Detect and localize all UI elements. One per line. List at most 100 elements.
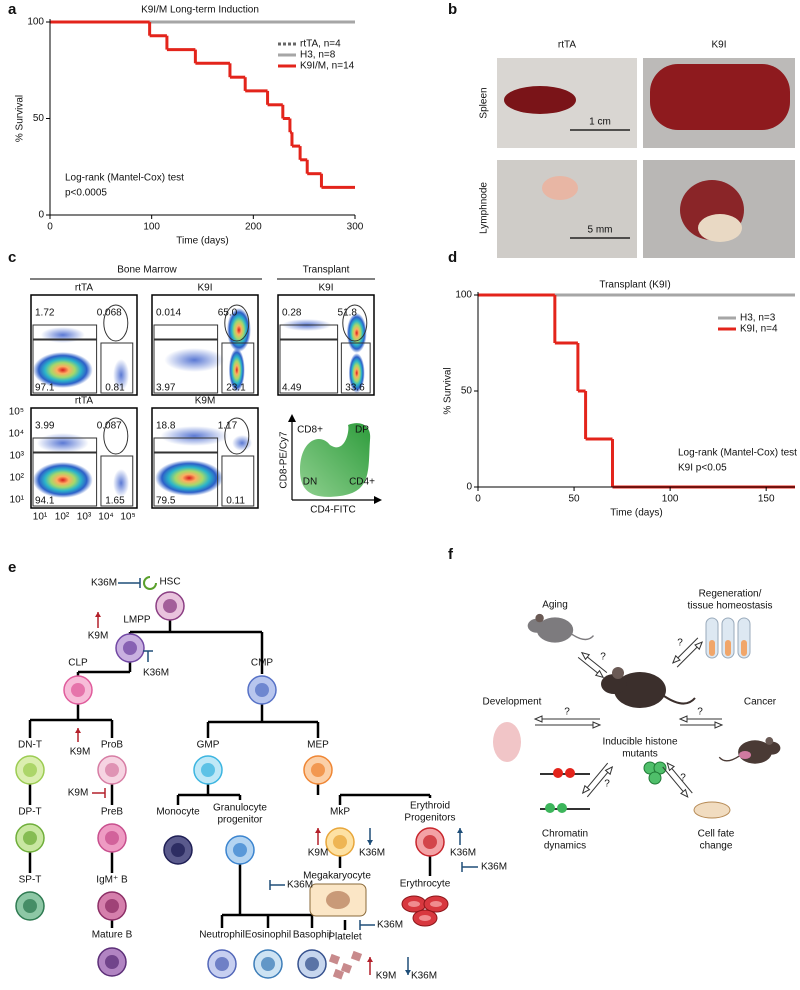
- mouse-body: [536, 617, 574, 643]
- mouse-tail: [571, 633, 595, 641]
- gate-percent: 23.1: [226, 383, 246, 394]
- gate-percent: 1.72: [35, 308, 55, 319]
- gate: [279, 339, 339, 394]
- density: [346, 313, 367, 353]
- question-mark: ?: [680, 773, 686, 784]
- gate-percent: 97.1: [35, 383, 55, 394]
- gate-percent: 51.8: [338, 308, 358, 319]
- legend-label: H3, n=8: [300, 50, 336, 61]
- lymph-node: [698, 214, 742, 242]
- x-tick-label: 300: [347, 222, 364, 233]
- region-label: DN: [303, 477, 317, 488]
- question-mark: ?: [697, 707, 703, 718]
- lymph-node: [542, 176, 578, 200]
- group-label: Bone Marrow: [117, 265, 177, 276]
- nucleosome: [557, 803, 567, 813]
- differentiated-cell: [693, 801, 731, 819]
- gate: [221, 455, 255, 507]
- gate-percent: 4.49: [282, 383, 302, 394]
- gate-percent: 65.0: [218, 308, 238, 319]
- context-label: Development: [483, 697, 542, 708]
- arrow-head: [594, 669, 605, 679]
- density: [160, 426, 229, 446]
- legend-label: rtTA, n=4: [300, 39, 341, 50]
- spleen: [650, 64, 790, 130]
- mouse-ear: [765, 737, 774, 745]
- mouse-tail: [663, 695, 696, 705]
- row-label: Lymphnode: [479, 182, 490, 234]
- axis-tick-label: 10³: [10, 451, 25, 462]
- nucleus: [171, 843, 185, 857]
- panel-label: b: [448, 1, 457, 18]
- nucleus: [71, 683, 85, 697]
- scale-label: 1 cm: [589, 117, 611, 128]
- mouse: [601, 667, 696, 708]
- arrow-head: [581, 784, 591, 795]
- arrow-head: [678, 715, 688, 723]
- plot-title: K9I: [318, 283, 333, 294]
- cell-label: GMP: [197, 740, 220, 751]
- y-tick-label: 100: [27, 17, 44, 28]
- panel-label: a: [8, 1, 17, 18]
- cell-label: Erythroid: [410, 801, 450, 812]
- arrow-head: [457, 828, 463, 833]
- arrow-head: [405, 970, 411, 975]
- nucleosome: [553, 768, 563, 778]
- column-label: K9I: [711, 40, 726, 51]
- self-renewal: [143, 576, 157, 590]
- arrow-head: [580, 651, 591, 661]
- mutant-annotation: K36M: [143, 668, 169, 679]
- mutant-annotation: K36M: [91, 578, 117, 589]
- arrow-head: [694, 641, 704, 651]
- y-axis-label: % Survival: [15, 95, 26, 142]
- nucleosome: [545, 803, 555, 813]
- x-tick-label: 100: [662, 494, 679, 505]
- gate-percent: 3.97: [156, 383, 176, 394]
- y-tick-label: 100: [455, 290, 472, 301]
- x-axis-label: Time (days): [176, 236, 228, 247]
- mutant-annotation: K36M: [411, 971, 437, 982]
- cell-label: Neutrophil: [199, 930, 245, 941]
- axis-tick-label: 10⁴: [98, 512, 113, 523]
- nucleus: [233, 843, 247, 857]
- cell-label: Progenitors: [404, 813, 455, 824]
- gate-percent: 1.65: [105, 496, 125, 507]
- cell-label: Granulocyte: [213, 803, 267, 814]
- x-tick-label: 100: [143, 222, 160, 233]
- y-tick-label: 0: [38, 210, 44, 221]
- nucleus: [105, 955, 119, 969]
- gate-percent: 0.81: [105, 383, 125, 394]
- embryo: [493, 722, 521, 762]
- panel-label: c: [8, 249, 16, 266]
- gate-percent: 1.17: [218, 421, 238, 432]
- gate: [224, 417, 250, 455]
- gate: [342, 304, 368, 342]
- cell-label: Eosinophil: [245, 930, 291, 941]
- density: [232, 435, 253, 451]
- x-tick-label: 150: [758, 494, 775, 505]
- density: [113, 469, 130, 497]
- x-tick-label: 0: [475, 494, 481, 505]
- schematic-axis-label: CD4-FITC: [310, 505, 356, 516]
- gate-percent: 94.1: [35, 496, 55, 507]
- cell-label: DP-T: [18, 807, 41, 818]
- axis-tick-label: 10³: [77, 512, 92, 523]
- gate-percent: 33.6: [345, 383, 365, 394]
- outcome-label: change: [700, 841, 733, 852]
- mutant-annotation: K9M: [88, 631, 109, 642]
- gate: [103, 304, 129, 342]
- annotation: K9I p<0.05: [678, 463, 727, 474]
- nucleus: [105, 831, 119, 845]
- cell-label: MkP: [330, 807, 350, 818]
- arrow-head: [75, 728, 81, 733]
- gate: [224, 304, 250, 342]
- mutant-annotation: K36M: [359, 848, 385, 859]
- nucleus: [255, 683, 269, 697]
- scale-label: 5 mm: [588, 225, 613, 236]
- schematic-axis-label: CD8-PE/Cy7: [279, 431, 290, 489]
- cell-label: LMPP: [123, 615, 151, 626]
- gate: [100, 455, 134, 507]
- axis-arrow: [288, 414, 296, 422]
- arrow-head: [367, 840, 373, 845]
- cell-label: DN-T: [18, 740, 42, 751]
